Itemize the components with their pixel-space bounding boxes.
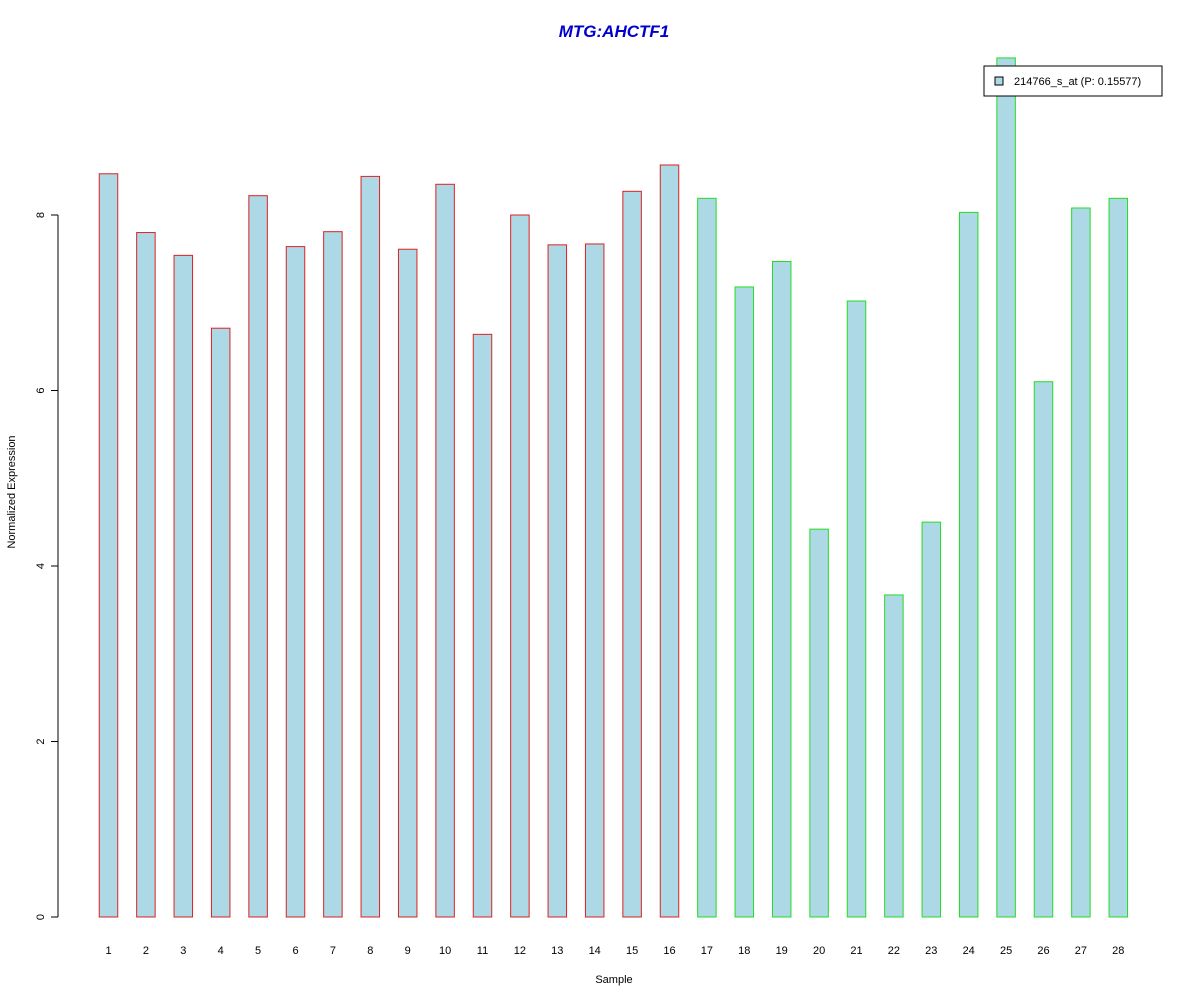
y-tick-label: 0 [35, 914, 47, 920]
x-tick-label: 27 [1075, 945, 1087, 957]
x-tick-label: 1 [105, 945, 111, 957]
bar-sample-4 [210, 327, 231, 918]
x-tick-labels: 1 2 3 4 5 6 7 8 9 10 11 12 13 14 15 16 17 18 19 20 21 22 23 24 2… [105, 945, 1124, 957]
x-tick-label: 26 [1037, 945, 1049, 957]
x-tick-label: 11 [477, 945, 488, 957]
bar-sample-17 [697, 197, 717, 918]
x-tick-label: 24 [963, 945, 975, 957]
x-axis-label: Sample [595, 974, 632, 986]
bar-sample-18 [734, 286, 755, 918]
legend-swatch [994, 76, 1004, 86]
bar-sample-24 [958, 211, 979, 918]
y-tick-label: 6 [35, 387, 47, 393]
x-tick-label: 2 [143, 945, 149, 957]
bar-sample-1 [98, 173, 119, 918]
x-tick-label: 3 [180, 945, 186, 957]
bar-sample-26 [1033, 381, 1054, 918]
bar-sample-5 [248, 195, 268, 918]
y-tick-label: 2 [35, 738, 47, 744]
legend: 214766_s_at (P: 0.15577) [983, 65, 1163, 97]
x-tick-label: 14 [589, 945, 601, 957]
x-tick-label: 23 [925, 945, 937, 957]
x-tick-label: 10 [439, 945, 451, 957]
y-tick-label: 4 [35, 563, 47, 569]
bar-sample-7 [323, 231, 343, 918]
bar-sample-15 [622, 190, 642, 918]
bar-sample-22 [884, 594, 904, 918]
x-tick-label: 20 [813, 945, 825, 957]
x-tick-label: 17 [701, 945, 713, 957]
legend-label: 214766_s_at (P: 0.15577) [1014, 76, 1141, 88]
bar-sample-27 [1071, 207, 1091, 918]
x-tick-label: 13 [551, 945, 563, 957]
y-axis-label: Normalized Expression [6, 435, 18, 548]
bar-sample-9 [397, 248, 418, 918]
bar-sample-21 [846, 300, 867, 918]
x-tick-label: 16 [663, 945, 675, 957]
x-tick-label: 8 [367, 945, 373, 957]
bar-sample-8 [360, 175, 381, 918]
bar-sample-6 [285, 246, 306, 918]
bar-sample-20 [809, 528, 829, 918]
bar-sample-25 [996, 57, 1016, 918]
y-tick-label: 8 [35, 212, 47, 218]
x-tick-label: 7 [330, 945, 336, 957]
x-tick-label: 21 [850, 945, 862, 957]
bar-sample-23 [921, 521, 942, 918]
x-tick-label: 18 [738, 945, 750, 957]
bar-sample-13 [547, 244, 568, 918]
bar-sample-14 [584, 243, 605, 918]
y-axis: 0 2 4 6 8 [35, 212, 59, 920]
bars-group [98, 57, 1129, 918]
x-tick-label: 25 [1000, 945, 1012, 957]
bar-sample-10 [435, 183, 455, 918]
bar-sample-19 [771, 261, 792, 918]
x-tick-label: 4 [218, 945, 224, 957]
x-tick-label: 15 [626, 945, 638, 957]
x-tick-label: 28 [1112, 945, 1124, 957]
bar-sample-28 [1108, 197, 1129, 918]
bar-sample-12 [510, 214, 530, 918]
bar-sample-3 [173, 254, 194, 918]
x-tick-label: 19 [776, 945, 788, 957]
x-tick-label: 22 [888, 945, 900, 957]
bar-sample-2 [136, 232, 156, 918]
bar-sample-11 [472, 333, 493, 918]
chart-title: MTG:AHCTF1 [559, 22, 669, 41]
x-tick-label: 12 [514, 945, 526, 957]
legend-box [983, 65, 1163, 97]
x-tick-label: 5 [255, 945, 261, 957]
x-tick-label: 6 [292, 945, 298, 957]
x-tick-label: 9 [405, 945, 411, 957]
bar-sample-16 [659, 164, 680, 918]
